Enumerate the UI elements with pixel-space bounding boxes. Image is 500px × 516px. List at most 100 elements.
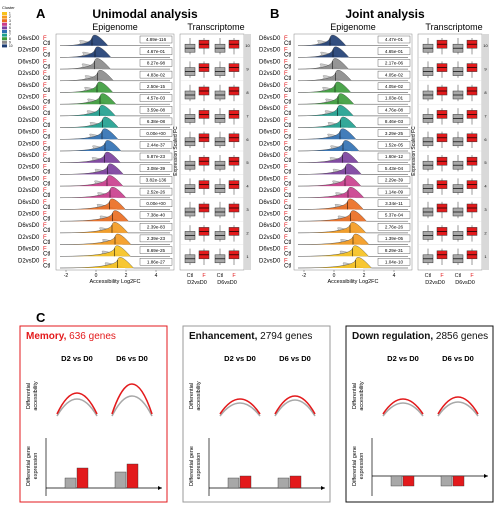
bar-axis-arrow [158,486,162,490]
row-sublabel-f: F [43,200,47,206]
ridge-f [59,140,170,152]
pvalue-label: 2.17e-06 [385,61,404,66]
pvalue-box [139,164,173,172]
row-sublabel-f: F [43,258,47,264]
row-sublabel-f: F [43,48,47,54]
pvalue-box [377,199,411,208]
x-tick-label: -2 [64,273,69,279]
scenario-bar [390,475,403,487]
row-label: D6vsD0 [18,130,40,136]
row-label: D2vsD0 [18,188,40,194]
row-sublabel-f: F [284,36,288,42]
scenario-bar [239,475,252,489]
pvalue-box [139,82,173,91]
pvalue-box [377,187,411,196]
legend-swatch [2,44,7,48]
row-label: D6vsD0 [259,83,281,89]
row-sublabel-ctl: Ctl [43,100,50,106]
pvalue-box [377,82,411,91]
row-sublabel-ctl: Ctl [284,158,291,164]
scenario-bar [227,477,240,489]
bar-axis-arrow [321,486,325,490]
pvalue-label: 1.04e-10 [385,260,404,265]
row-label: D6vsD0 [259,153,281,159]
legend-label: 3 [9,19,11,23]
cluster-strip-label: 7 [246,113,249,118]
scenario-bar [402,475,415,487]
ridge-frame [55,33,175,271]
pvalue-box [377,141,411,149]
pvalue-box [377,117,411,126]
x-tick-label: 4 [393,273,396,279]
scenario-title-rest: 2856 genes [433,331,488,342]
comparison-label-d6: D6 vs D0 [279,354,311,363]
legend-label: 5 [9,26,11,30]
pvalue-box [139,258,173,266]
row-sublabel-ctl: Ctl [43,240,50,246]
pvalue-box [139,234,173,243]
row-label: D2vsD0 [18,48,40,54]
pvalue-label: 5.37e-04 [385,213,404,218]
ridge-f [297,116,408,128]
pvalue-box [377,35,411,44]
row-label: D2vsD0 [18,235,40,241]
scenario-ylabel: Differential [352,383,358,409]
scenario-bar [126,463,139,489]
cluster-strip-label: 6 [484,137,487,142]
row-sublabel-f: F [284,258,288,264]
row-sublabel-f: F [43,212,47,218]
row-sublabel-f: F [284,153,288,159]
scenario-title-bold: Down regulation, [352,331,433,342]
row-sublabel-ctl: Ctl [284,228,291,234]
pvalue-label: 1.86e-27 [147,260,166,265]
row-sublabel-ctl: Ctl [284,217,291,223]
arch-ctl [56,398,98,417]
row-sublabel-f: F [284,48,288,54]
pvalue-box [139,211,173,219]
row-sublabel-ctl: Ctl [43,193,50,199]
box-group-label: D6vsD0 [217,280,237,286]
row-sublabel-f: F [43,153,47,159]
row-label: D6vsD0 [18,59,40,65]
scenario-title: Memory, 636 genes [26,331,116,342]
row-sublabel-f: F [284,188,288,194]
row-label: D2vsD0 [18,212,40,218]
legend-swatch [2,40,7,44]
row-sublabel-f: F [284,95,288,101]
row-sublabel-ctl: Ctl [284,100,291,106]
cluster-strip-label: 2 [484,230,487,235]
pvalue-box [377,222,411,231]
row-label: D6vsD0 [259,36,281,42]
x-axis-label: Accessibility Log2FC [327,279,378,285]
ridge-f [59,186,170,198]
panel-a-letter: A [36,6,46,21]
row-label: D6vsD0 [259,59,281,65]
legend-title: Cluster [2,5,15,10]
row-sublabel-f: F [43,95,47,101]
scenario-bar [277,477,290,489]
row-sublabel-f: F [284,71,288,77]
scenario-ylabel: accessibility [33,381,39,411]
row-sublabel-f: F [284,141,288,147]
row-label: D6vsD0 [18,153,40,159]
cluster-strip-label: 6 [246,137,249,142]
ridge-f [297,222,408,234]
pvalue-label: 7.38e-40 [147,213,166,218]
scenario-ylabel: expression [33,453,39,480]
pvalue-label: 5.43e-04 [385,166,404,171]
row-label: D6vsD0 [18,106,40,112]
ridge-f [59,257,170,269]
row-label: D6vsD0 [259,106,281,112]
row-label: D2vsD0 [18,118,40,124]
scenario-bar [289,475,302,489]
row-sublabel-ctl: Ctl [284,252,291,258]
x-tick-label: 0 [333,273,336,279]
row-sublabel-f: F [43,36,47,42]
ridge-f [297,175,408,187]
row-sublabel-f: F [43,188,47,194]
ridge-f [297,81,408,93]
box-group-label: D2vsD0 [187,280,207,286]
ridge-f [297,34,408,46]
pvalue-box [377,211,411,219]
pvalue-label: 3.08e-39 [147,166,166,171]
